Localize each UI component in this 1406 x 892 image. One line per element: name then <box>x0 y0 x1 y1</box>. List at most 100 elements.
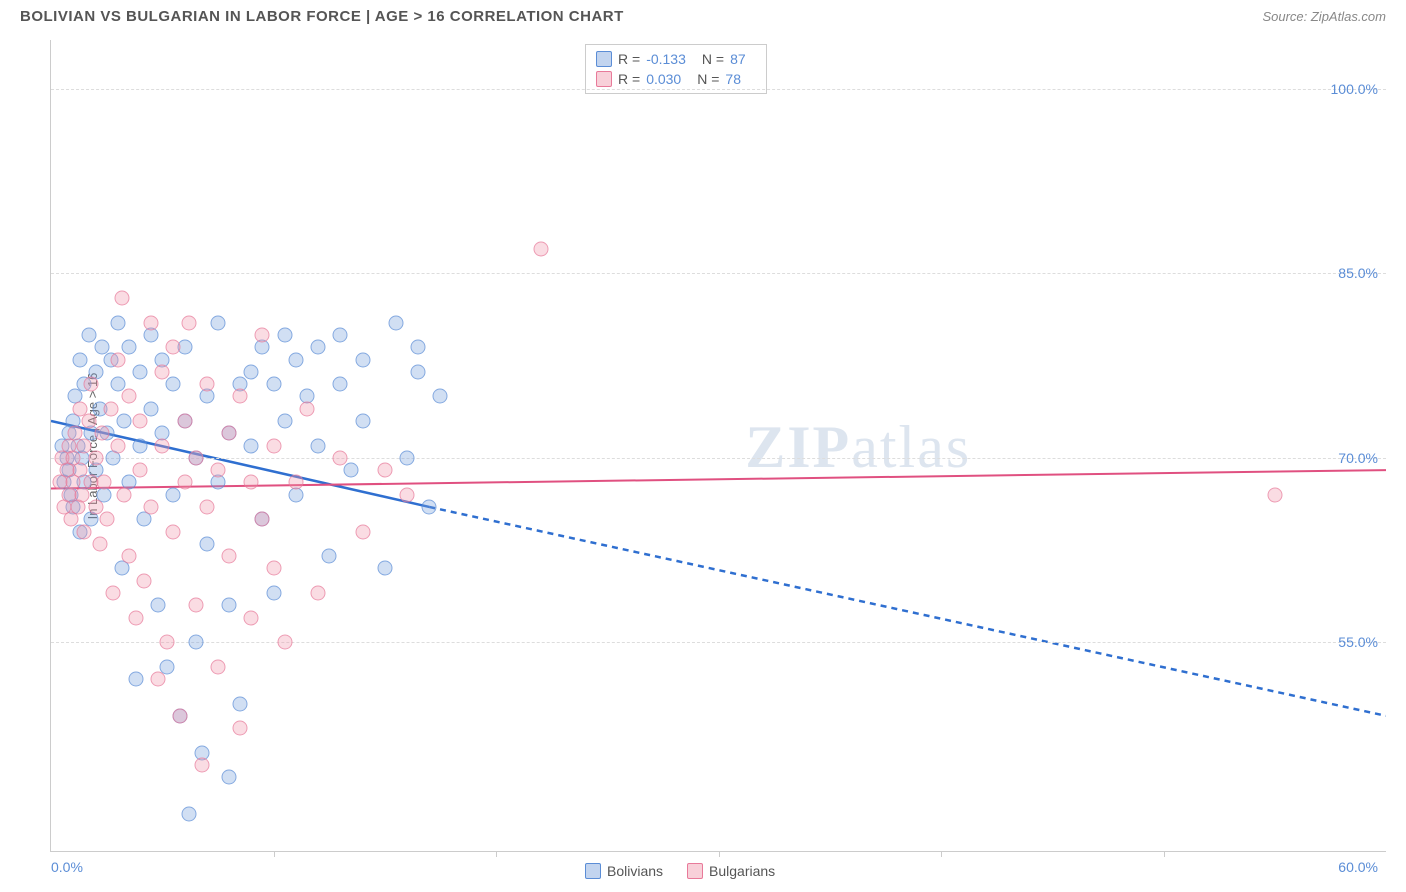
scatter-point-bolivians <box>166 377 181 392</box>
scatter-point-bolivians <box>150 598 165 613</box>
legend-label-bolivians: Bolivians <box>607 863 663 879</box>
scatter-point-bulgarians <box>400 487 415 502</box>
scatter-point-bolivians <box>322 549 337 564</box>
scatter-point-bulgarians <box>95 426 110 441</box>
scatter-point-bulgarians <box>210 463 225 478</box>
scatter-point-bolivians <box>422 499 437 514</box>
watermark: ZIPatlas <box>745 413 971 482</box>
scatter-point-bolivians <box>233 696 248 711</box>
x-tickmark <box>496 851 497 857</box>
scatter-point-bulgarians <box>81 413 96 428</box>
n-value-bulgarians: 78 <box>725 71 741 87</box>
x-tickmark <box>274 851 275 857</box>
scatter-point-bulgarians <box>266 438 281 453</box>
scatter-point-bulgarians <box>188 598 203 613</box>
scatter-point-bulgarians <box>181 315 196 330</box>
gridline-h <box>51 273 1386 274</box>
scatter-point-bulgarians <box>1267 487 1282 502</box>
scatter-point-bulgarians <box>75 487 90 502</box>
scatter-point-bulgarians <box>117 487 132 502</box>
watermark-zip: ZIP <box>745 414 851 480</box>
scatter-point-bulgarians <box>150 671 165 686</box>
scatter-point-bolivians <box>210 315 225 330</box>
y-tick-label: 85.0% <box>1338 265 1378 281</box>
chart-header: BOLIVIAN VS BULGARIAN IN LABOR FORCE | A… <box>0 0 1406 29</box>
n-value-bolivians: 87 <box>730 51 746 67</box>
y-tick-label: 55.0% <box>1338 634 1378 650</box>
source-attribution: Source: ZipAtlas.com <box>1262 9 1386 24</box>
legend-item-bolivians: Bolivians <box>585 863 663 879</box>
scatter-point-bulgarians <box>144 315 159 330</box>
scatter-point-bulgarians <box>84 377 99 392</box>
scatter-point-bolivians <box>188 635 203 650</box>
scatter-point-bolivians <box>277 413 292 428</box>
n-label: N = <box>697 71 719 87</box>
scatter-point-bolivians <box>128 671 143 686</box>
scatter-point-bolivians <box>144 401 159 416</box>
chart-title: BOLIVIAN VS BULGARIAN IN LABOR FORCE | A… <box>20 8 624 25</box>
stats-legend-box: R = -0.133 N = 87 R = 0.030 N = 78 <box>585 44 767 94</box>
scatter-point-bulgarians <box>128 610 143 625</box>
scatter-point-bolivians <box>277 327 292 342</box>
scatter-point-bolivians <box>311 438 326 453</box>
scatter-point-bolivians <box>377 561 392 576</box>
scatter-point-bulgarians <box>121 389 136 404</box>
x-tickmark <box>1164 851 1165 857</box>
scatter-point-bulgarians <box>99 512 114 527</box>
scatter-point-bulgarians <box>333 450 348 465</box>
scatter-point-bulgarians <box>210 659 225 674</box>
scatter-point-bulgarians <box>88 450 103 465</box>
scatter-point-bulgarians <box>166 524 181 539</box>
y-tick-label: 70.0% <box>1338 450 1378 466</box>
scatter-point-bolivians <box>266 377 281 392</box>
scatter-point-bolivians <box>166 487 181 502</box>
scatter-point-bulgarians <box>222 549 237 564</box>
scatter-point-bulgarians <box>355 524 370 539</box>
n-label: N = <box>702 51 724 67</box>
scatter-point-bulgarians <box>137 573 152 588</box>
bottom-legend: Bolivians Bulgarians <box>585 863 775 879</box>
scatter-point-bolivians <box>181 807 196 822</box>
scatter-point-bolivians <box>133 438 148 453</box>
x-end-label: 60.0% <box>1338 859 1378 875</box>
scatter-point-bulgarians <box>133 463 148 478</box>
scatter-point-bulgarians <box>106 585 121 600</box>
source-name: ZipAtlas.com <box>1311 9 1386 24</box>
r-label: R = <box>618 71 640 87</box>
scatter-point-bolivians <box>133 364 148 379</box>
scatter-point-bulgarians <box>255 512 270 527</box>
r-value-bolivians: -0.133 <box>646 51 686 67</box>
scatter-point-bulgarians <box>177 413 192 428</box>
legend-swatch-bolivians <box>585 863 601 879</box>
legend-item-bulgarians: Bulgarians <box>687 863 775 879</box>
scatter-point-bulgarians <box>173 708 188 723</box>
scatter-point-bulgarians <box>377 463 392 478</box>
scatter-point-bulgarians <box>155 364 170 379</box>
scatter-point-bolivians <box>117 413 132 428</box>
scatter-point-bolivians <box>222 770 237 785</box>
scatter-point-bulgarians <box>166 340 181 355</box>
scatter-point-bulgarians <box>299 401 314 416</box>
scatter-point-bulgarians <box>233 389 248 404</box>
scatter-point-bulgarians <box>144 499 159 514</box>
scatter-point-bulgarians <box>177 475 192 490</box>
scatter-point-bulgarians <box>121 549 136 564</box>
x-origin-label: 0.0% <box>51 859 83 875</box>
scatter-point-bulgarians <box>92 536 107 551</box>
scatter-point-bulgarians <box>159 635 174 650</box>
swatch-bulgarians <box>596 71 612 87</box>
r-value-bulgarians: 0.030 <box>646 71 681 87</box>
gridline-h <box>51 89 1386 90</box>
scatter-point-bolivians <box>110 377 125 392</box>
chart-plot-area: In Labor Force | Age > 16 ZIPatlas R = -… <box>50 40 1386 852</box>
scatter-point-bulgarians <box>244 475 259 490</box>
scatter-point-bolivians <box>121 340 136 355</box>
source-prefix: Source: <box>1262 9 1310 24</box>
scatter-point-bolivians <box>411 340 426 355</box>
legend-label-bulgarians: Bulgarians <box>709 863 775 879</box>
scatter-point-bolivians <box>344 463 359 478</box>
scatter-point-bolivians <box>81 327 96 342</box>
scatter-point-bulgarians <box>244 610 259 625</box>
scatter-point-bolivians <box>244 364 259 379</box>
scatter-point-bulgarians <box>133 413 148 428</box>
